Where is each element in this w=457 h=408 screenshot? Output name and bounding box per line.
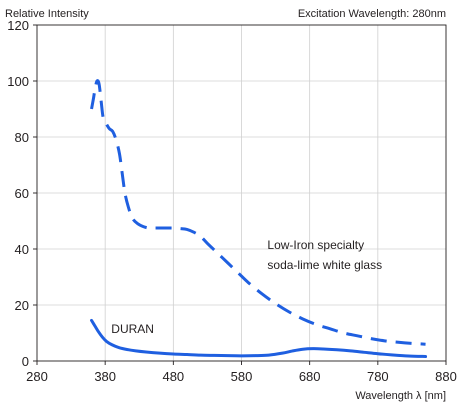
axis-ticks: 280 380 480 580 680 780 880 0 20 40 60 80 100 120 xyxy=(7,18,457,384)
series-layer xyxy=(90,79,428,359)
series-label-1-line-0: DURAN xyxy=(111,322,154,336)
x-tick-label-380: 380 xyxy=(94,369,116,384)
series-label-0-line-0: Low-Iron specialty xyxy=(267,238,364,252)
series-annotations: Low-Iron specialty soda-lime white glass D… xyxy=(111,238,382,336)
x-tick-label-880: 880 xyxy=(435,369,457,384)
y-tick-label-120: 120 xyxy=(7,18,29,33)
x-tick-label-580: 580 xyxy=(231,369,253,384)
series-line-1 xyxy=(90,318,428,359)
x-tick-label-680: 680 xyxy=(299,369,321,384)
series-label-0-line-1: soda-lime white glass xyxy=(267,258,382,272)
x-tick-label-480: 480 xyxy=(162,369,184,384)
y-tick-label-0: 0 xyxy=(22,354,29,369)
y-tick-label-80: 80 xyxy=(15,130,29,145)
y-tick-label-100: 100 xyxy=(7,74,29,89)
y-tick-label-40: 40 xyxy=(15,242,29,257)
series-line-0 xyxy=(90,79,426,346)
x-axis-label: Wavelength λ [nm] xyxy=(355,390,446,402)
x-tick-label-280: 280 xyxy=(26,369,48,384)
y-axis-label: Relative Intensity xyxy=(5,8,89,20)
excitation-wavelength-label: Excitation Wavelength: 280nm xyxy=(298,8,446,20)
y-tick-label-20: 20 xyxy=(15,298,29,313)
grid-lines xyxy=(37,25,446,361)
x-tick-label-780: 780 xyxy=(367,369,389,384)
y-tick-label-60: 60 xyxy=(15,186,29,201)
